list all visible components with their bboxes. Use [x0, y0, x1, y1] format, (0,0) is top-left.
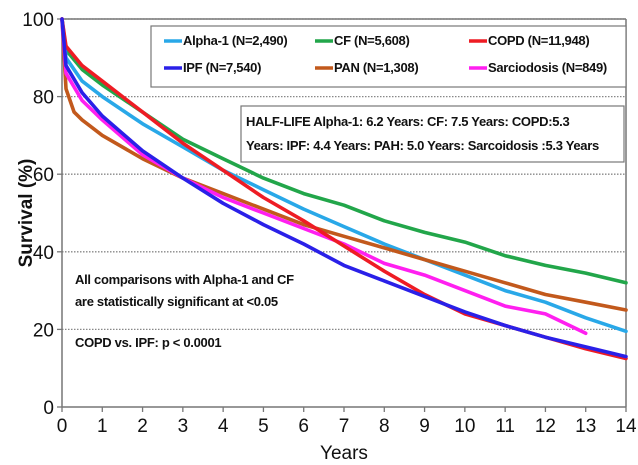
x-tick-label-2: 2	[137, 416, 148, 437]
legend-item-2: CF (N=5,608)	[315, 33, 410, 48]
copd-vs-ipf-note: COPD vs. IPF: p < 0.0001	[75, 335, 221, 350]
y-tick-label-60: 60	[33, 165, 54, 186]
y-tick-label-0: 0	[43, 398, 54, 419]
x-tick-label-6: 6	[298, 416, 309, 437]
legend-item-6: Sarciodosis (N=849)	[469, 60, 607, 75]
x-tick-label-8: 8	[379, 416, 390, 437]
legend-label: PAN (N=1,308)	[334, 60, 418, 75]
x-tick-label-0: 0	[57, 416, 68, 437]
y-tick-labels: 0 20 40 60 80 100	[22, 10, 54, 419]
legend-box	[150, 25, 627, 88]
series-line-cf	[60, 17, 628, 285]
x-tick-label-1: 1	[97, 416, 108, 437]
x-axis-title: Years	[320, 443, 368, 464]
x-tick-label-4: 4	[218, 416, 229, 437]
x-tick-label-12: 12	[535, 416, 556, 437]
x-tick-label-5: 5	[258, 416, 269, 437]
significance-line-1: All comparisons with Alpha-1 and CF	[75, 272, 294, 287]
legend-item-3: COPD (N=11,948)	[469, 33, 590, 48]
significance-line-2: are statistically significant at <0.05	[75, 294, 278, 309]
legend: Alpha-1 (N=2,490) CF (N=5,608) COPD (N=11,…	[150, 25, 627, 88]
series-line-ipf	[60, 17, 628, 359]
legend-label: COPD (N=11,948)	[488, 33, 589, 48]
y-tick-label-80: 80	[33, 88, 54, 109]
y-tick-label-100: 100	[22, 10, 54, 31]
x-tick-label-7: 7	[339, 416, 350, 437]
half-life-box: HALF-LIFE Alpha-1: 6.2 Years: CF: 7.5 Ye…	[240, 105, 625, 163]
half-life-line-2: Years: IPF: 4.4 Years: PAH: 5.0 Years: S…	[246, 138, 599, 153]
legend-item-1: Alpha-1 (N=2,490)	[164, 33, 288, 48]
series-lines	[60, 17, 628, 361]
x-tick-label-9: 9	[419, 416, 430, 437]
legend-item-5: PAN (N=1,308)	[315, 60, 419, 75]
legend-label: Alpha-1 (N=2,490)	[183, 33, 287, 48]
x-tick-label-3: 3	[178, 416, 189, 437]
half-life-frame	[240, 105, 625, 163]
x-tick-label-14: 14	[615, 416, 637, 437]
series-line-sarcoidosis	[60, 17, 588, 336]
y-tick-label-40: 40	[33, 243, 54, 264]
legend-item-4: IPF (N=7,540)	[164, 60, 261, 75]
series-line-alpha-1	[60, 17, 628, 334]
x-tick-label-10: 10	[454, 416, 475, 437]
y-axis-title: Survival (%)	[16, 159, 37, 268]
x-tick-labels: 0 1 2 3 4 5 6 7 8 9 10 11 12 13 14	[57, 416, 637, 437]
x-tick-label-11: 11	[495, 416, 515, 437]
half-life-line-1: HALF-LIFE Alpha-1: 6.2 Years: CF: 7.5 Ye…	[246, 114, 569, 129]
series-line-pan	[60, 17, 628, 312]
x-tick-label-13: 13	[575, 416, 596, 437]
legend-label: IPF (N=7,540)	[183, 60, 261, 75]
y-tick-label-20: 20	[33, 320, 54, 341]
legend-label: CF (N=5,608)	[334, 33, 410, 48]
legend-label: Sarciodosis (N=849)	[488, 60, 607, 75]
